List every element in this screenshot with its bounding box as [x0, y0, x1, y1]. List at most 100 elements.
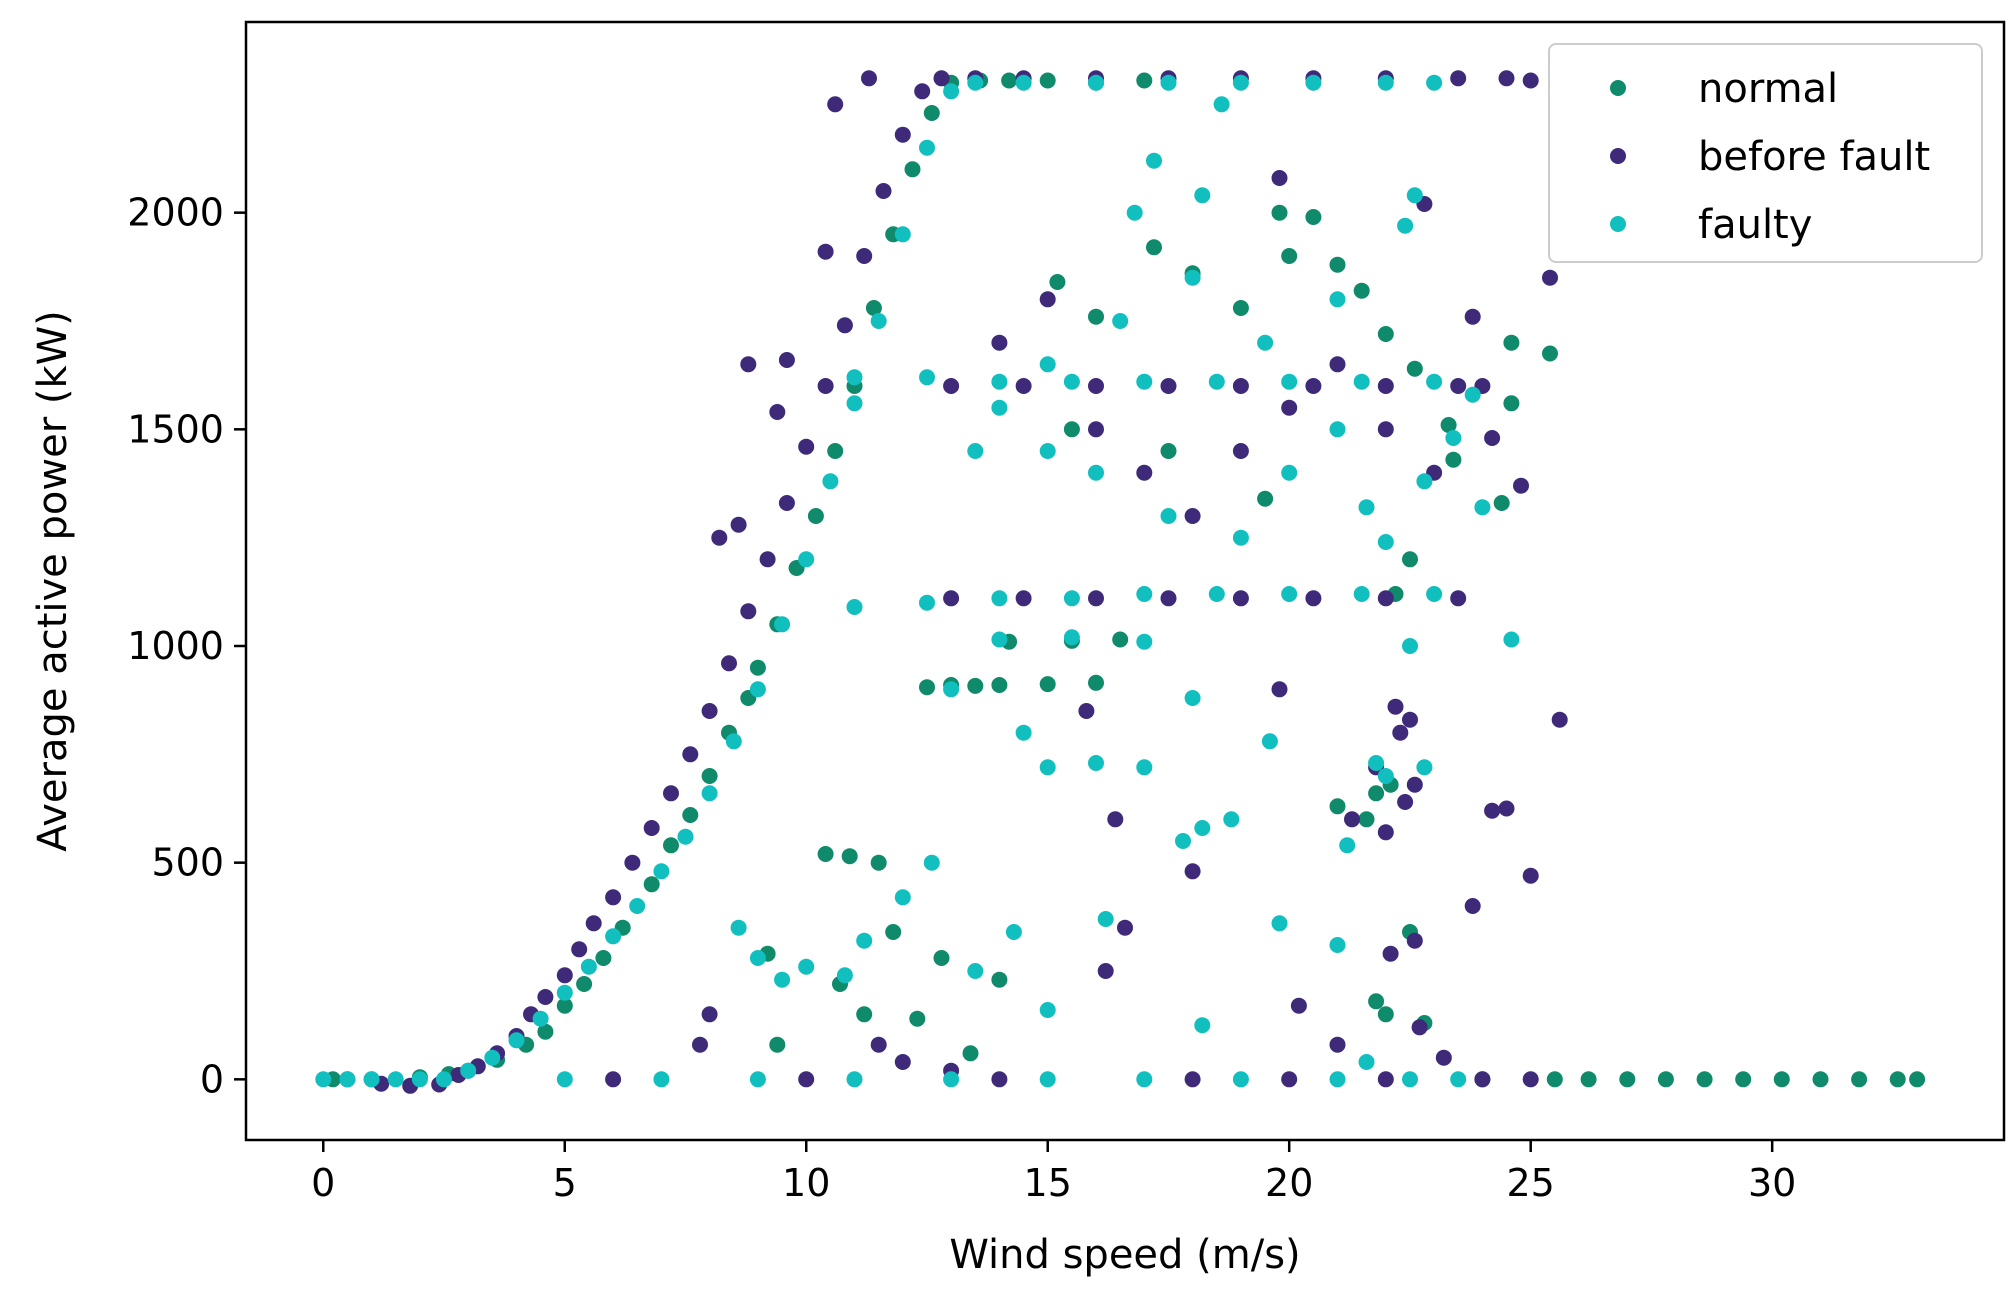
- data-point: [1078, 703, 1095, 719]
- data-point: [1503, 631, 1520, 648]
- data-point: [1281, 373, 1298, 390]
- data-point: [919, 139, 935, 156]
- data-point: [943, 83, 960, 100]
- data-point: [1015, 378, 1032, 394]
- data-point: [1426, 586, 1443, 602]
- data-point: [1445, 430, 1462, 446]
- data-point: [624, 854, 641, 871]
- data-point: [1126, 204, 1143, 221]
- legend-label: normal: [1698, 66, 1838, 112]
- data-point: [411, 1071, 428, 1088]
- series-before-fault: [339, 70, 1568, 1094]
- data-point: [1484, 802, 1501, 819]
- data-point: [1305, 209, 1322, 225]
- data-point: [1063, 421, 1080, 438]
- legend-marker: [1610, 216, 1626, 232]
- data-point: [1513, 477, 1529, 494]
- legend-label: before fault: [1698, 134, 1930, 180]
- data-point: [460, 1062, 477, 1079]
- data-point: [1397, 217, 1414, 234]
- data-point: [798, 551, 815, 568]
- data-point: [943, 378, 960, 394]
- data-point: [749, 950, 766, 966]
- data-point: [1542, 345, 1558, 362]
- data-point: [861, 70, 877, 87]
- data-point: [682, 746, 699, 763]
- data-point: [1402, 711, 1418, 728]
- data-point: [387, 1071, 404, 1088]
- data-point: [943, 590, 960, 607]
- data-point: [1474, 1071, 1491, 1088]
- legend-marker: [1610, 148, 1626, 164]
- x-axis-ticks: 0 5 10 15 20 25 30: [311, 1140, 1796, 1205]
- data-point: [827, 96, 844, 113]
- data-point: [991, 631, 1008, 648]
- data-point: [1097, 963, 1114, 979]
- data-point: [749, 681, 766, 698]
- data-point: [682, 807, 699, 823]
- data-point: [1435, 1049, 1452, 1066]
- data-point: [1039, 291, 1056, 308]
- data-point: [653, 1071, 670, 1088]
- data-point: [1232, 1071, 1249, 1088]
- data-point: [1353, 586, 1370, 602]
- data-point: [1580, 1071, 1597, 1088]
- series-faulty: [315, 74, 1520, 1088]
- data-point: [967, 963, 984, 979]
- data-point: [798, 438, 815, 455]
- data-point: [1773, 1071, 1790, 1088]
- data-point: [556, 1071, 573, 1088]
- data-point: [759, 551, 776, 568]
- data-point: [1213, 96, 1230, 113]
- data-point: [1377, 378, 1394, 394]
- data-point: [1184, 508, 1201, 524]
- data-point: [1261, 733, 1278, 750]
- data-point: [1411, 1019, 1428, 1036]
- data-point: [1305, 378, 1322, 394]
- data-point: [1146, 152, 1162, 169]
- data-point: [1088, 590, 1104, 607]
- data-point: [1039, 356, 1056, 373]
- data-point: [1271, 170, 1288, 186]
- data-point: [817, 846, 834, 862]
- data-point: [1406, 360, 1423, 377]
- legend-box: [1548, 43, 1983, 263]
- data-point: [556, 967, 573, 984]
- x-tick-label: 25: [1507, 1161, 1555, 1205]
- data-point: [1015, 724, 1032, 741]
- data-point: [1406, 932, 1423, 949]
- data-point: [508, 1032, 525, 1049]
- data-point: [1353, 282, 1370, 299]
- data-point: [1377, 1071, 1394, 1088]
- data-point: [436, 1071, 452, 1088]
- data-point: [1232, 529, 1249, 546]
- data-point: [1406, 776, 1423, 793]
- data-point: [1377, 534, 1394, 550]
- data-point: [1329, 356, 1346, 373]
- data-point: [923, 854, 940, 871]
- data-point: [846, 599, 863, 615]
- data-point: [1063, 590, 1080, 607]
- data-point: [1344, 811, 1360, 828]
- data-point: [894, 226, 911, 243]
- data-point: [1281, 1071, 1298, 1088]
- data-point: [1329, 798, 1346, 815]
- data-point: [1184, 690, 1201, 706]
- data-point: [919, 594, 935, 611]
- data-point: [967, 74, 984, 91]
- data-point: [1112, 631, 1129, 648]
- data-point: [798, 958, 815, 975]
- data-point: [1232, 74, 1249, 91]
- data-point: [730, 516, 747, 533]
- data-point: [1377, 590, 1394, 607]
- data-point: [856, 1006, 873, 1023]
- data-point: [1450, 70, 1467, 87]
- data-point: [1329, 421, 1346, 438]
- legend-label: faulty: [1698, 202, 1812, 248]
- data-point: [865, 300, 882, 316]
- data-point: [663, 785, 679, 802]
- data-point: [919, 369, 935, 386]
- data-point: [1117, 919, 1133, 936]
